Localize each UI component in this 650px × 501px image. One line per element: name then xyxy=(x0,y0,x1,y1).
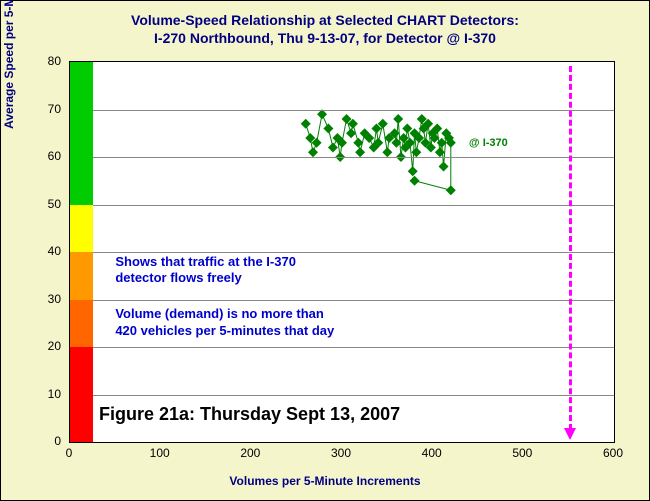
x-tick-label: 500 xyxy=(502,446,542,460)
title-line2: I-270 Northbound, Thu 9-13-07, for Detec… xyxy=(154,30,496,46)
threshold-line xyxy=(569,66,572,430)
y-tick-label: 10 xyxy=(31,387,61,401)
y-tick-label: 80 xyxy=(31,54,61,68)
plot-area: @ I-370 Shows that traffic at the I-370de… xyxy=(69,61,615,443)
y-tick-label: 30 xyxy=(31,292,61,306)
y-tick-label: 70 xyxy=(31,102,61,116)
gridline-h xyxy=(70,157,614,158)
color-band xyxy=(70,62,93,205)
x-tick-label: 200 xyxy=(230,446,270,460)
x-tick-label: 0 xyxy=(49,446,89,460)
arrow-down-icon xyxy=(564,428,576,440)
y-tick-label: 20 xyxy=(31,339,61,353)
gridline-h xyxy=(70,347,614,348)
chart-title: Volume-Speed Relationship at Selected CH… xyxy=(1,1,649,47)
color-band xyxy=(70,252,93,300)
x-tick-label: 600 xyxy=(593,446,633,460)
figure-label: Figure 21a: Thursday Sept 13, 2007 xyxy=(99,404,400,425)
color-band xyxy=(70,300,93,348)
y-tick-label: 40 xyxy=(31,244,61,258)
gridline-h xyxy=(70,395,614,396)
y-tick-label: 60 xyxy=(31,149,61,163)
x-tick-label: 300 xyxy=(321,446,361,460)
color-band xyxy=(70,205,93,253)
gridline-h xyxy=(70,205,614,206)
title-line1: Volume-Speed Relationship at Selected CH… xyxy=(131,12,519,28)
x-tick-label: 100 xyxy=(140,446,180,460)
color-band xyxy=(70,347,93,442)
chart-container: Volume-Speed Relationship at Selected CH… xyxy=(0,0,650,501)
x-tick-label: 400 xyxy=(412,446,452,460)
x-axis-label: Volumes per 5-Minute Increments xyxy=(1,474,649,488)
annotation-text: Shows that traffic at the I-370detector … xyxy=(115,254,296,288)
y-tick-label: 50 xyxy=(31,197,61,211)
annotation-text: Volume (demand) is no more than420 vehic… xyxy=(115,306,334,340)
y-axis-label: Average Speed per 5-Minute Increment (mp… xyxy=(2,0,16,129)
series-label: @ I-370 xyxy=(469,137,508,149)
gridline-h xyxy=(70,300,614,301)
gridline-h xyxy=(70,110,614,111)
